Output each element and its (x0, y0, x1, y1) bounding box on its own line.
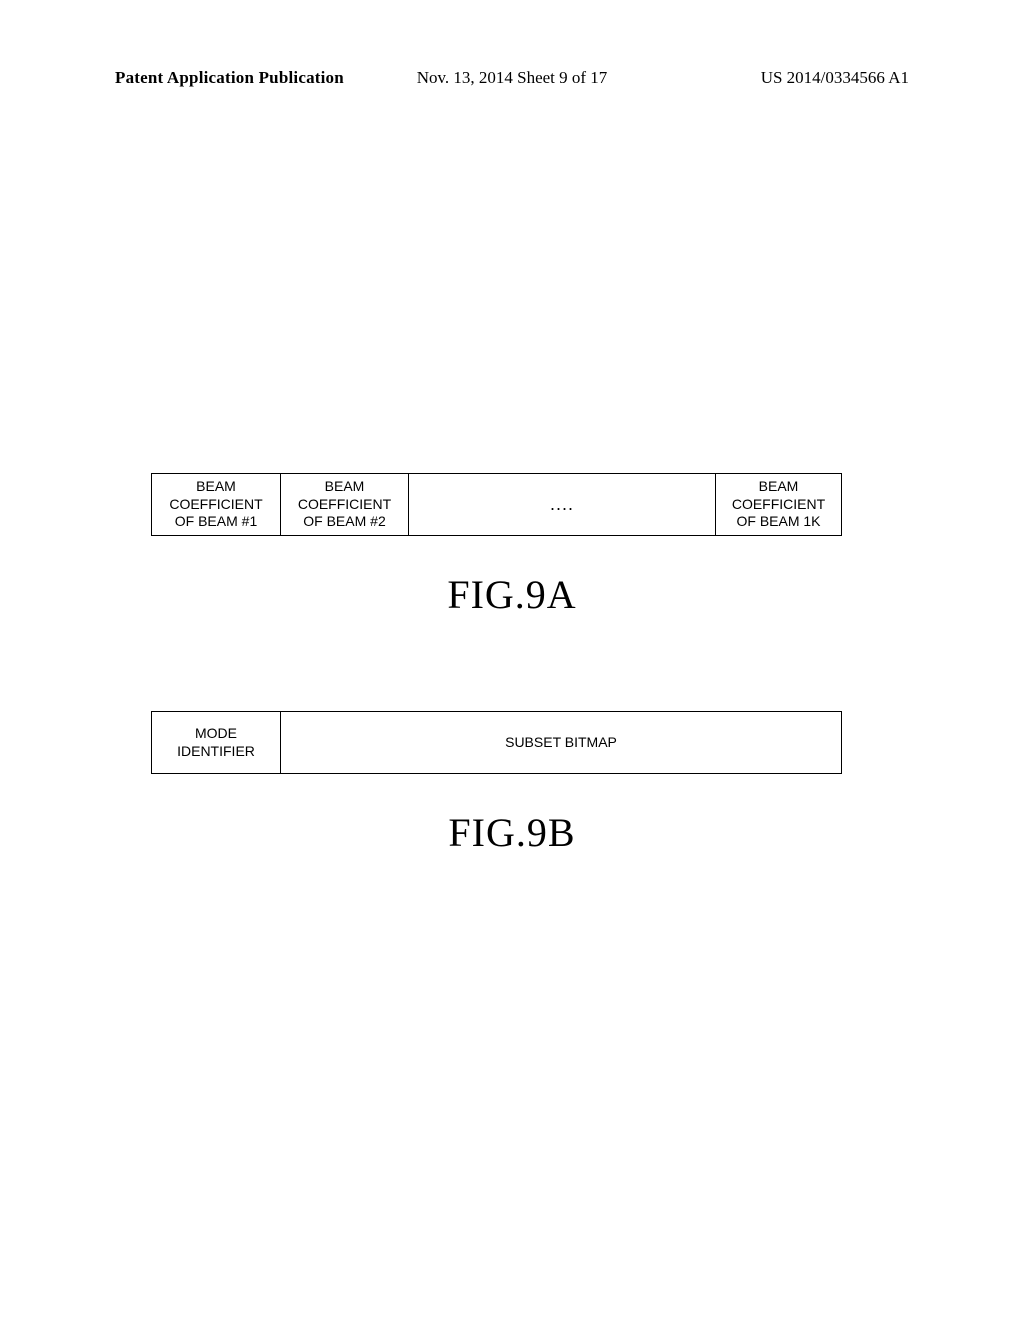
page-header: Patent Application Publication Nov. 13, … (0, 68, 1024, 88)
subset-bitmap-cell: SUBSET BITMAP (280, 711, 842, 774)
figure-9a-label: FIG.9A (447, 571, 576, 618)
figure-9a-table: BEAM COEFFICIENT OF BEAM #1 BEAM COEFFIC… (151, 473, 842, 536)
cell-text: BEAM COEFFICIENT OF BEAM #2 (298, 478, 391, 531)
cell-text: BEAM COEFFICIENT OF BEAM 1K (732, 478, 825, 531)
beam-coefficient-cell-1: BEAM COEFFICIENT OF BEAM #1 (151, 473, 280, 536)
cell-text: BEAM COEFFICIENT OF BEAM #1 (169, 478, 262, 531)
figure-9b-table: MODE IDENTIFIER SUBSET BITMAP (151, 711, 842, 774)
mode-identifier-cell: MODE IDENTIFIER (151, 711, 280, 774)
header-publication-title: Patent Application Publication (115, 68, 344, 88)
beam-coefficient-cell-k: BEAM COEFFICIENT OF BEAM 1K (715, 473, 842, 536)
beam-coefficient-cell-2: BEAM COEFFICIENT OF BEAM #2 (280, 473, 408, 536)
cell-text: MODE IDENTIFIER (177, 725, 255, 760)
header-patent-number: US 2014/0334566 A1 (761, 68, 909, 88)
figure-9b-label: FIG.9B (448, 809, 575, 856)
header-date-sheet: Nov. 13, 2014 Sheet 9 of 17 (417, 68, 608, 88)
beam-coefficient-ellipsis-cell: .... (408, 473, 715, 536)
cell-text: SUBSET BITMAP (505, 734, 617, 752)
cell-text: .... (550, 493, 574, 516)
